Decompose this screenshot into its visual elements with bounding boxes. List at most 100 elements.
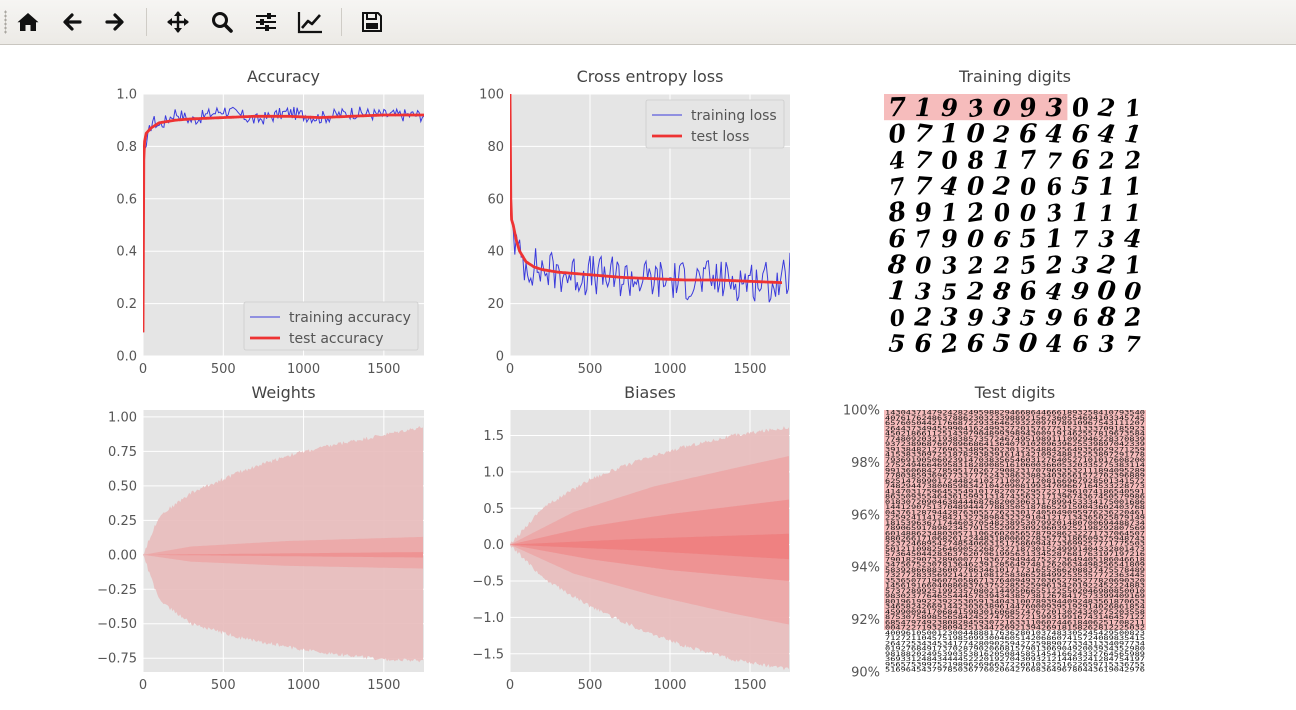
digit-glyph: 7 bbox=[912, 118, 934, 149]
digit-glyph: 7 bbox=[914, 171, 934, 201]
x-tick-label: 1000 bbox=[287, 362, 320, 377]
digit-glyph: 0 bbox=[966, 119, 986, 150]
legend: training loss test loss bbox=[645, 99, 785, 149]
legend: training accuracy test accuracy bbox=[243, 301, 419, 351]
x-tick-label: 1500 bbox=[733, 678, 766, 693]
y-tick-label: −0.25 bbox=[97, 583, 137, 598]
digit-glyph: 8 bbox=[885, 197, 909, 230]
misclassified-highlight bbox=[884, 410, 1146, 631]
band-dark bbox=[143, 552, 423, 558]
y-tick-label: −1.0 bbox=[472, 611, 504, 626]
digit-glyph: 7 bbox=[1046, 148, 1063, 175]
y-tick-label: 0.00 bbox=[108, 548, 137, 563]
digit-glyph: 2 bbox=[991, 171, 1012, 201]
y-tick-label: 0.6 bbox=[116, 192, 137, 207]
test-digit-row: 8019619922392253059134043100789394409248… bbox=[885, 598, 1146, 605]
pan-button[interactable] bbox=[162, 6, 194, 38]
digit-glyph: 9 bbox=[1044, 304, 1064, 333]
digit-glyph: 1 bbox=[1125, 200, 1142, 227]
y-tick-label: 60 bbox=[487, 192, 504, 207]
test-digit-row: 9818820249539035381620508458514541662433… bbox=[885, 651, 1146, 658]
y-tick-label: −1.5 bbox=[472, 647, 504, 662]
digit-glyph: 7 bbox=[913, 145, 933, 176]
home-button[interactable] bbox=[12, 6, 44, 38]
test-digit-row: 9913606842785951702672908231707969353211… bbox=[885, 467, 1146, 474]
subplot-title: Weights bbox=[251, 383, 315, 402]
test-digit-row: 9830237764655444576394343857381267841757… bbox=[885, 593, 1146, 600]
legend-label: test loss bbox=[691, 129, 749, 145]
zoom-button[interactable] bbox=[206, 6, 238, 38]
x-tick-label: 0 bbox=[506, 362, 514, 377]
digit-glyph: 1 bbox=[887, 276, 908, 307]
digit-glyph: 5 bbox=[888, 328, 907, 358]
y-tick-label: 100 bbox=[479, 88, 504, 103]
y-tick-label: 0 bbox=[496, 350, 504, 365]
test-digit-row: 5736450442836376207061995631334528768176… bbox=[885, 551, 1146, 558]
digit-glyph: 6 bbox=[1019, 119, 1038, 150]
move-icon bbox=[167, 11, 189, 33]
test-digit-row: 7327728335692142121081258386528499253535… bbox=[885, 572, 1146, 579]
x-tick-label: 1500 bbox=[733, 362, 766, 377]
subplot-title: Training digits bbox=[958, 67, 1071, 86]
subplot-title: Accuracy bbox=[247, 67, 320, 86]
digit-glyph: 1 bbox=[1098, 171, 1116, 201]
y-tick-label: 92% bbox=[851, 613, 880, 628]
digit-glyph: 2 bbox=[913, 302, 933, 332]
test-digit-row: 2644373494559904162499327201576775152133… bbox=[885, 425, 1146, 432]
digit-glyph: 3 bbox=[1099, 331, 1115, 358]
band-mid bbox=[143, 536, 423, 569]
y-tick-label: 0.25 bbox=[108, 514, 137, 529]
misclassified-highlight bbox=[884, 94, 1068, 121]
test-digit-row: 7127211045751985099300460514206860741572… bbox=[885, 635, 1146, 642]
y-tick-label: 0.50 bbox=[108, 479, 137, 494]
y-tick-label: 0.0 bbox=[483, 538, 504, 553]
test-digit-row: 4076176248637886230323398892156736055469… bbox=[885, 415, 1146, 422]
y-tick-label: −0.5 bbox=[472, 575, 504, 590]
floppy-disk-icon bbox=[362, 12, 382, 32]
back-button[interactable] bbox=[56, 6, 88, 38]
digit-glyph: 7 bbox=[1072, 226, 1089, 254]
x-tick-label: 500 bbox=[211, 678, 236, 693]
digit-glyph: 6 bbox=[991, 225, 1012, 254]
y-tick-label: 0.75 bbox=[108, 445, 137, 460]
y-tick-label: 0.5 bbox=[483, 502, 504, 517]
digit-glyph: 3 bbox=[991, 301, 1013, 333]
digit-glyph: 1 bbox=[1099, 201, 1115, 228]
digit-glyph: 1 bbox=[1123, 171, 1142, 201]
digit-glyph: 3 bbox=[940, 252, 959, 281]
digit-glyph: 9 bbox=[1070, 275, 1092, 306]
edit-axes-button[interactable] bbox=[294, 6, 326, 38]
digit-glyph: 4 bbox=[1044, 277, 1064, 306]
digit-glyph: 9 bbox=[1017, 92, 1038, 123]
y-tick-label: −0.50 bbox=[97, 617, 137, 632]
test-digit-row: 0437612879442876305572623301740504909597… bbox=[885, 509, 1146, 516]
digit-glyph: 6 bbox=[914, 329, 932, 359]
digit-glyph: 7 bbox=[888, 93, 907, 124]
y-tick-label: 98% bbox=[851, 456, 880, 471]
configure-subplots-button[interactable] bbox=[250, 6, 282, 38]
x-tick-label: 1500 bbox=[367, 678, 400, 693]
digit-glyph: 4 bbox=[1044, 119, 1064, 149]
digit-glyph: 1 bbox=[1124, 94, 1143, 123]
x-tick-label: 0 bbox=[506, 678, 514, 693]
digit-glyph: 7 bbox=[1124, 331, 1141, 358]
test-digit-row: 7890659178982345791555299230929603925219… bbox=[885, 525, 1146, 532]
forward-button[interactable] bbox=[99, 6, 131, 38]
x-tick-label: 1000 bbox=[287, 678, 320, 693]
toolbar-grip-handle[interactable] bbox=[4, 10, 7, 34]
figure-canvas[interactable]: Accuracy 0 500 1000 1500 0.0 0.2 0.4 0.6 0.8 1.0 tr… bbox=[0, 45, 1296, 710]
subplot-4: Biases 0 500 1000 1500 −1.5 −1.0 −0.5 0.0 0.5 1.0 1… bbox=[472, 383, 790, 693]
test-digit-row: 3475675230781364623912856497481262063449… bbox=[885, 562, 1146, 569]
test-digit-row: 3536507719607505867137640949370365279527… bbox=[885, 577, 1146, 584]
test-digit-row: 1456191660408868376375228552599613420192… bbox=[885, 583, 1146, 590]
digit-glyph: 2 bbox=[1123, 145, 1143, 175]
digit-glyph: 6 bbox=[1018, 276, 1039, 307]
save-button[interactable] bbox=[356, 6, 388, 38]
digit-glyph: 2 bbox=[938, 328, 960, 359]
test-digit-row: 4153833097251878293839161414210924881525… bbox=[885, 452, 1146, 459]
digit-glyph: 0 bbox=[887, 118, 908, 149]
x-tick-label: 1000 bbox=[653, 362, 686, 377]
y-tick-label: 1.0 bbox=[116, 88, 137, 103]
